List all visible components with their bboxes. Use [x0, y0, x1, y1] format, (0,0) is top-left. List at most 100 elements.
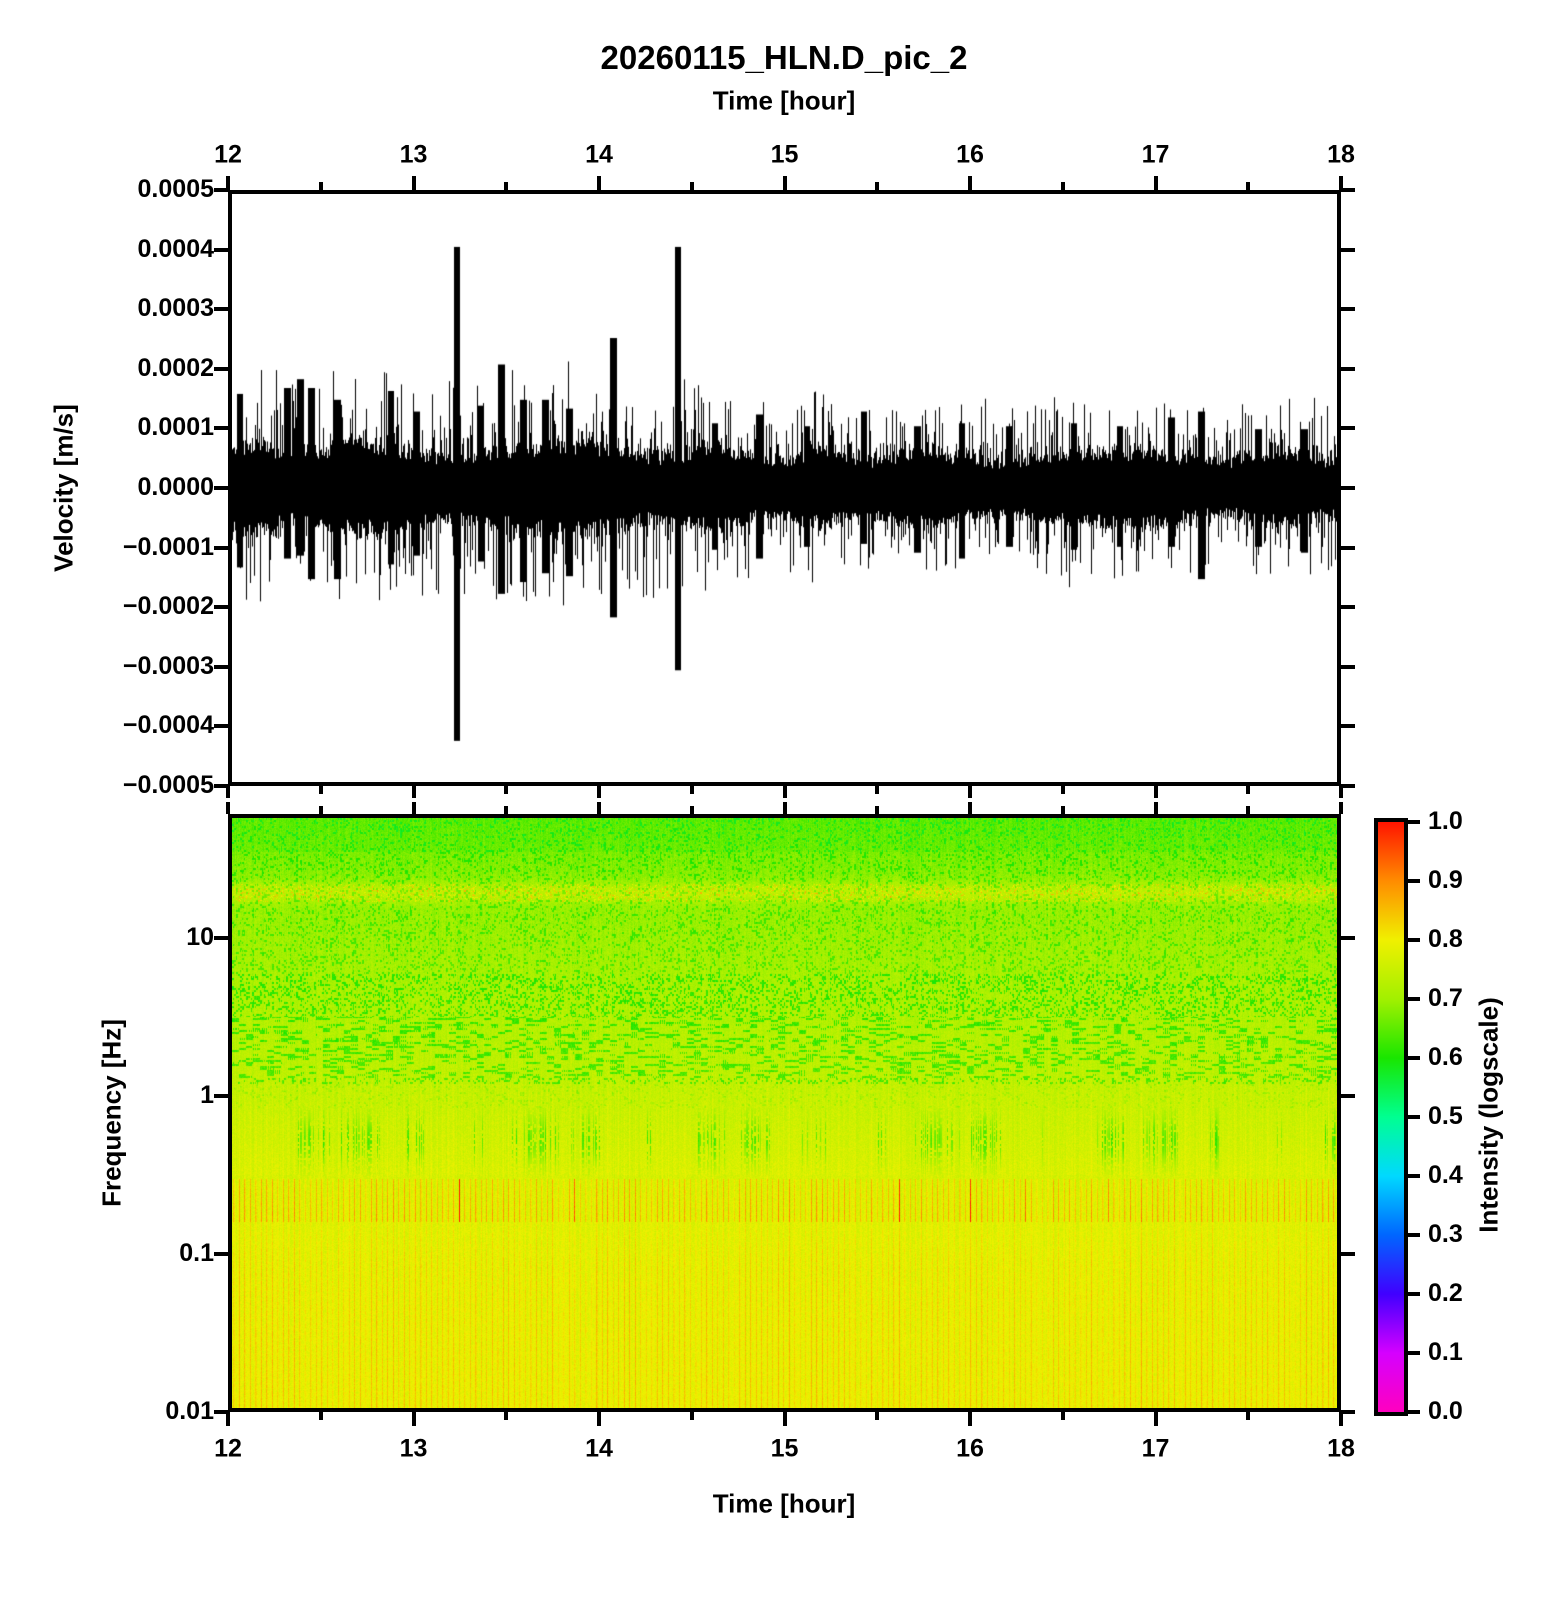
- velocity-tick-label: −0.0004: [122, 711, 214, 740]
- frequency-tick-label: 0.1: [179, 1239, 214, 1267]
- velocity-tick: [1341, 664, 1355, 669]
- intensity-axis-label: Intensity (logscale): [1473, 997, 1504, 1233]
- velocity-tick-label: −0.0001: [122, 532, 214, 561]
- velocity-tick: [1341, 545, 1355, 550]
- colorbar-tick-label: 0.7: [1428, 984, 1463, 1012]
- velocity-tick: [214, 784, 228, 788]
- x-tick-label: 16: [956, 140, 984, 169]
- colorbar-tick-label: 0.0: [1428, 1397, 1463, 1425]
- x-major-tick: [782, 802, 787, 814]
- x-tick-label: 18: [1327, 1434, 1355, 1463]
- frequency-tick-label: 10: [186, 923, 214, 951]
- velocity-tick-label: 0.0000: [137, 473, 214, 501]
- velocity-tick: [214, 545, 228, 550]
- frequency-tick: [1341, 1410, 1355, 1414]
- colorbar-tick-label: 0.4: [1428, 1161, 1463, 1189]
- x-major-tick: [597, 786, 601, 798]
- x-major-tick: [411, 1412, 416, 1426]
- velocity-axis-label: Velocity [m/s]: [48, 404, 79, 572]
- x-major-tick: [1339, 1412, 1343, 1426]
- velocity-tick-label: 0.0002: [137, 353, 214, 382]
- velocity-tick: [1341, 247, 1355, 252]
- velocity-tick-label: 0.0001: [137, 413, 214, 442]
- x-minor-tick: [875, 786, 880, 794]
- x-major-tick: [782, 176, 787, 190]
- waveform-plot: [232, 194, 1337, 782]
- velocity-tick-label: −0.0003: [122, 651, 214, 680]
- x-minor-tick: [689, 786, 694, 794]
- colorbar-tick: [1408, 820, 1420, 824]
- velocity-tick: [1341, 366, 1355, 371]
- x-tick-label: 17: [1141, 1434, 1170, 1463]
- x-tick-label: 13: [399, 140, 428, 169]
- x-minor-tick: [1060, 182, 1065, 190]
- x-minor-tick: [504, 1412, 509, 1420]
- colorbar-tick: [1408, 938, 1420, 942]
- x-tick-label: 15: [770, 1434, 799, 1463]
- colorbar-tick-label: 1.0: [1428, 807, 1463, 835]
- colorbar-tick: [1408, 1056, 1420, 1060]
- x-tick-label: 16: [956, 1434, 984, 1463]
- x-major-tick: [226, 802, 230, 814]
- velocity-tick: [214, 307, 228, 312]
- velocity-tick: [214, 247, 228, 252]
- colorbar-gradient: [1378, 822, 1404, 1412]
- velocity-tick: [214, 664, 228, 669]
- velocity-tick: [214, 724, 228, 729]
- x-minor-tick: [504, 182, 509, 190]
- x-tick-label: 14: [585, 140, 613, 169]
- velocity-tick: [1341, 307, 1355, 312]
- frequency-tick: [214, 1252, 228, 1256]
- x-tick-label: 13: [399, 1434, 428, 1463]
- x-major-tick: [411, 176, 416, 190]
- colorbar-tick: [1408, 1410, 1420, 1414]
- velocity-tick: [1341, 486, 1355, 490]
- x-major-tick: [968, 1412, 972, 1426]
- frequency-axis-label: Frequency [Hz]: [96, 1019, 127, 1207]
- x-minor-tick: [689, 806, 694, 814]
- x-major-tick: [968, 176, 972, 190]
- x-major-tick: [411, 786, 416, 798]
- x-minor-tick: [1060, 806, 1065, 814]
- colorbar-tick-label: 0.3: [1428, 1220, 1463, 1248]
- x-minor-tick: [318, 806, 323, 814]
- colorbar-tick: [1408, 1115, 1420, 1119]
- colorbar-tick-label: 0.6: [1428, 1043, 1463, 1071]
- velocity-tick-label: −0.0005: [122, 771, 214, 799]
- x-major-tick: [1153, 786, 1158, 798]
- top-time-axis-label: Time [hour]: [712, 85, 856, 116]
- frequency-tick: [1341, 1252, 1355, 1256]
- velocity-tick: [214, 486, 228, 490]
- frequency-tick: [214, 936, 228, 940]
- frequency-tick: [1341, 1094, 1355, 1098]
- x-major-tick: [597, 802, 601, 814]
- x-major-tick: [597, 176, 601, 190]
- x-minor-tick: [1246, 806, 1251, 814]
- x-major-tick: [968, 786, 972, 798]
- spectrogram-plot: [232, 818, 1337, 1408]
- velocity-tick: [214, 188, 228, 192]
- x-major-tick: [782, 1412, 787, 1426]
- frequency-tick: [214, 1410, 228, 1414]
- x-major-tick: [597, 1412, 601, 1426]
- waveform-panel: [228, 190, 1341, 786]
- colorbar-tick-label: 0.1: [1428, 1338, 1463, 1366]
- colorbar-tick: [1408, 1233, 1420, 1237]
- colorbar-tick-label: 0.9: [1428, 866, 1463, 894]
- colorbar-tick: [1408, 1292, 1420, 1296]
- colorbar-tick: [1408, 1351, 1420, 1355]
- x-tick-label: 17: [1141, 140, 1170, 169]
- x-minor-tick: [689, 1412, 694, 1420]
- x-minor-tick: [875, 1412, 880, 1420]
- x-major-tick: [1153, 802, 1158, 814]
- velocity-tick: [1341, 784, 1355, 788]
- x-minor-tick: [1060, 786, 1065, 794]
- velocity-tick: [1341, 605, 1355, 610]
- page-title: 20260115_HLN.D_pic_2: [600, 39, 968, 76]
- x-major-tick: [1339, 802, 1343, 814]
- x-major-tick: [226, 786, 230, 798]
- x-minor-tick: [1246, 1412, 1251, 1420]
- colorbar-tick: [1408, 997, 1420, 1001]
- colorbar-tick-label: 0.5: [1428, 1102, 1463, 1130]
- x-tick-label: 18: [1327, 140, 1355, 169]
